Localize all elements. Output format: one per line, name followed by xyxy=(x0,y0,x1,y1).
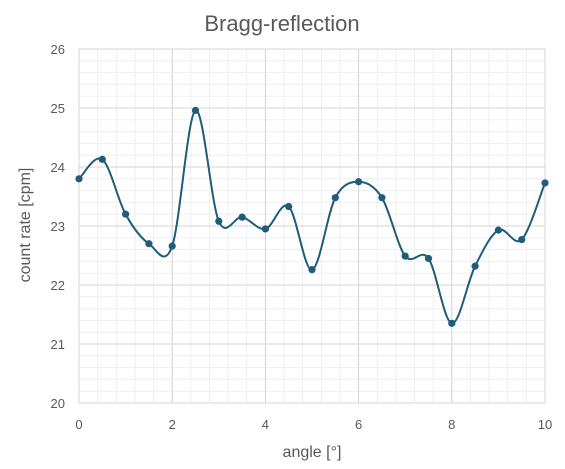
x-tick-label: 10 xyxy=(538,417,552,432)
data-point xyxy=(215,217,223,225)
y-tick-label: 20 xyxy=(51,396,65,411)
data-point xyxy=(261,225,269,233)
data-point xyxy=(378,194,386,202)
data-point xyxy=(401,252,409,260)
x-tick-label: 0 xyxy=(75,417,82,432)
y-tick-label: 26 xyxy=(51,42,65,57)
data-points xyxy=(75,106,549,327)
data-point xyxy=(98,155,106,163)
data-point xyxy=(75,175,83,183)
y-axis-ticks: 20 21 22 23 24 25 26 xyxy=(51,42,65,411)
data-point xyxy=(168,242,176,250)
data-point xyxy=(471,262,479,270)
data-point xyxy=(541,179,549,187)
data-point xyxy=(308,266,316,274)
data-point xyxy=(448,319,456,327)
x-axis-ticks: 0 2 4 6 8 10 xyxy=(75,417,552,432)
chart-title: Bragg-reflection xyxy=(204,11,359,36)
y-tick-label: 24 xyxy=(51,160,65,175)
data-point xyxy=(145,240,153,248)
data-point xyxy=(191,106,200,114)
data-point xyxy=(424,254,433,263)
data-point xyxy=(238,213,246,221)
x-tick-label: 4 xyxy=(262,417,269,432)
x-tick-label: 6 xyxy=(355,417,362,432)
data-point xyxy=(518,235,526,244)
y-tick-label: 23 xyxy=(51,219,65,234)
x-tick-label: 8 xyxy=(448,417,455,432)
data-point xyxy=(122,210,130,218)
x-tick-label: 2 xyxy=(169,417,176,432)
y-tick-label: 22 xyxy=(51,278,65,293)
x-axis-title: angle [°] xyxy=(283,444,342,461)
y-tick-label: 25 xyxy=(51,101,65,116)
data-point xyxy=(355,178,363,186)
y-axis-title: count rate [cpm] xyxy=(17,168,34,283)
data-point xyxy=(331,194,339,202)
y-tick-label: 21 xyxy=(51,337,65,352)
data-point xyxy=(285,202,293,211)
major-gridlines xyxy=(78,48,546,404)
series-line xyxy=(78,109,546,325)
data-point xyxy=(494,226,502,234)
